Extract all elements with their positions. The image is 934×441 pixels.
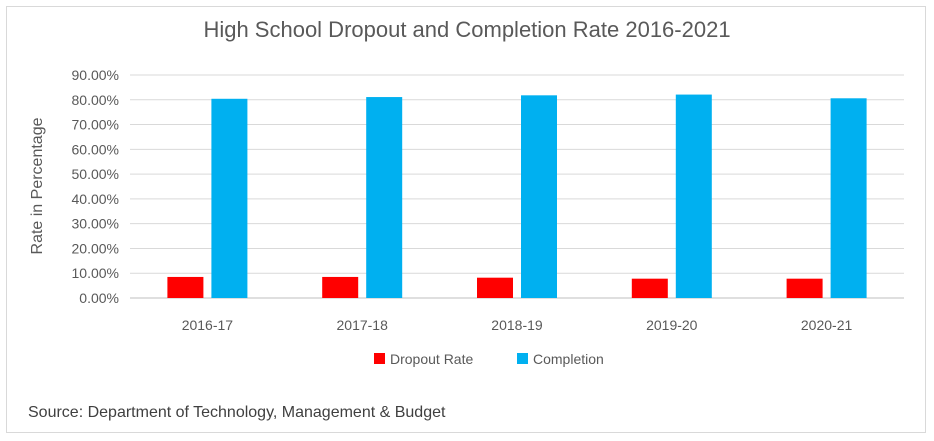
x-tick-label: 2019-20: [646, 317, 698, 333]
chart-title: High School Dropout and Completion Rate …: [203, 17, 731, 42]
x-tick-label: 2020-21: [801, 317, 853, 333]
source-note: Source: Department of Technology, Manage…: [28, 404, 446, 421]
y-tick-label: 80.00%: [72, 92, 119, 108]
y-tick-label: 30.00%: [72, 216, 119, 232]
bar-dropout-2018-19: [477, 277, 513, 298]
y-tick-label: 60.00%: [72, 141, 119, 157]
bar-completion-2018-19: [521, 95, 557, 298]
chart-frame: [6, 6, 926, 433]
bar-dropout-2019-20: [631, 278, 668, 298]
x-tick-label: 2018-19: [491, 317, 543, 333]
y-tick-label: 0.00%: [79, 290, 119, 306]
bars: [167, 94, 867, 299]
y-tick-label: 10.00%: [72, 265, 119, 281]
y-axis-ticks: 0.00% 10.00% 20.00% 30.00% 40.00% 50.00% 60.00…: [72, 67, 119, 306]
legend-label: Completion: [533, 351, 604, 367]
x-tick-label: 2017-18: [337, 317, 389, 333]
bar-dropout-2017-18: [322, 276, 359, 298]
x-axis-ticks: 2016-17 2017-18 2018-19 2019-20 2020-21: [182, 317, 853, 333]
x-tick-label: 2016-17: [182, 317, 234, 333]
bar-completion-2016-17: [211, 98, 248, 298]
y-axis-label: Rate in Percentage: [29, 117, 46, 254]
y-tick-label: 70.00%: [72, 117, 119, 133]
bar-dropout-2016-17: [167, 276, 204, 298]
legend-swatch-dropout: [374, 353, 385, 364]
y-tick-label: 50.00%: [72, 166, 119, 182]
bar-completion-2020-21: [830, 98, 867, 299]
bar-dropout-2020-21: [786, 278, 823, 298]
y-tick-label: 40.00%: [72, 191, 119, 207]
legend-label: Dropout Rate: [390, 351, 473, 367]
legend: Dropout Rate Completion: [374, 351, 604, 367]
bar-completion-2017-18: [366, 97, 403, 299]
y-tick-label: 20.00%: [72, 240, 119, 256]
gridlines: [130, 74, 904, 299]
bar-completion-2019-20: [675, 94, 712, 298]
y-tick-label: 90.00%: [72, 67, 119, 83]
legend-swatch-completion: [517, 353, 528, 364]
